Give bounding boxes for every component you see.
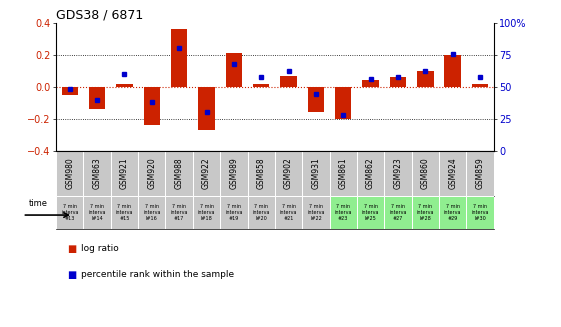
Bar	[171, 29, 187, 87]
Bar	[56, 196, 84, 229]
Text: percentile rank within the sample: percentile rank within the sample	[81, 270, 234, 279]
Bar	[330, 151, 357, 196]
Bar	[275, 196, 302, 229]
Text: 7 min
interva
l#16: 7 min interva l#16	[143, 204, 160, 221]
Text: GSM923: GSM923	[393, 157, 402, 189]
Text: 7 min
interva
#23: 7 min interva #23	[334, 204, 352, 221]
Bar	[111, 196, 138, 229]
Bar	[472, 84, 488, 87]
Bar	[357, 151, 384, 196]
Bar	[220, 196, 247, 229]
Bar	[439, 196, 466, 229]
Text: 7 min
interva
l#14: 7 min interva l#14	[89, 204, 106, 221]
Bar	[253, 84, 269, 87]
Text: GSM921: GSM921	[120, 158, 129, 189]
Text: log ratio: log ratio	[81, 244, 119, 253]
Text: 7 min
interva
l#28: 7 min interva l#28	[417, 204, 434, 221]
Bar	[275, 151, 302, 196]
Text: GSM988: GSM988	[174, 158, 183, 189]
Bar	[439, 151, 466, 196]
Text: 7 min
interva
#21: 7 min interva #21	[280, 204, 297, 221]
Text: 7 min
interva
l#18: 7 min interva l#18	[198, 204, 215, 221]
Text: 7 min
interva
#27: 7 min interva #27	[389, 204, 407, 221]
Text: GSM924: GSM924	[448, 157, 457, 189]
Text: GDS38 / 6871: GDS38 / 6871	[56, 9, 144, 22]
Text: GSM989: GSM989	[229, 157, 238, 189]
Bar	[466, 196, 494, 229]
Text: 7 min
interva
#13: 7 min interva #13	[61, 204, 79, 221]
Bar	[56, 151, 84, 196]
Bar	[330, 196, 357, 229]
Bar	[280, 76, 297, 87]
Bar	[193, 196, 220, 229]
Bar	[384, 196, 412, 229]
Text: time: time	[29, 199, 48, 208]
Bar	[138, 151, 165, 196]
Bar	[444, 55, 461, 87]
Bar	[198, 87, 215, 130]
Bar	[357, 196, 384, 229]
Bar	[247, 196, 275, 229]
Text: 7 min
interva
l#25: 7 min interva l#25	[362, 204, 379, 221]
Text: GSM862: GSM862	[366, 158, 375, 189]
Bar	[84, 151, 111, 196]
Bar	[412, 196, 439, 229]
Text: GSM920: GSM920	[148, 157, 157, 189]
Text: GSM980: GSM980	[65, 157, 74, 189]
Text: GSM858: GSM858	[257, 158, 266, 189]
Text: GSM902: GSM902	[284, 157, 293, 189]
Bar	[116, 84, 132, 87]
Bar	[89, 87, 105, 109]
Bar	[307, 87, 324, 112]
Text: ■: ■	[67, 244, 76, 253]
Bar	[226, 53, 242, 87]
Bar	[390, 77, 406, 87]
Bar	[302, 151, 329, 196]
Bar	[384, 151, 412, 196]
Bar	[220, 151, 247, 196]
Text: 7 min
interva
l#20: 7 min interva l#20	[252, 204, 270, 221]
Text: ■: ■	[67, 270, 76, 280]
Text: GSM931: GSM931	[311, 157, 320, 189]
Bar	[193, 151, 220, 196]
Bar	[165, 151, 193, 196]
Bar	[412, 151, 439, 196]
Bar	[302, 196, 329, 229]
Text: 7 min
interva
#19: 7 min interva #19	[225, 204, 242, 221]
Text: GSM863: GSM863	[93, 157, 102, 189]
Text: 7 min
interva
#29: 7 min interva #29	[444, 204, 461, 221]
Text: GSM861: GSM861	[339, 158, 348, 189]
Text: 7 min
interva
#17: 7 min interva #17	[171, 204, 188, 221]
Text: 7 min
interva
l#30: 7 min interva l#30	[471, 204, 489, 221]
Text: 7 min
interva
#15: 7 min interva #15	[116, 204, 133, 221]
Text: 7 min
interva
l#22: 7 min interva l#22	[307, 204, 325, 221]
Bar	[111, 151, 138, 196]
Bar	[417, 71, 434, 87]
Bar	[247, 151, 275, 196]
Bar	[466, 151, 494, 196]
Bar	[362, 80, 379, 87]
Bar	[62, 87, 78, 95]
Bar	[144, 87, 160, 125]
Text: GSM922: GSM922	[202, 158, 211, 189]
Bar	[138, 196, 165, 229]
Bar	[84, 196, 111, 229]
Text: GSM860: GSM860	[421, 157, 430, 189]
Text: GSM859: GSM859	[476, 157, 485, 189]
Bar	[165, 196, 193, 229]
Bar	[335, 87, 351, 119]
